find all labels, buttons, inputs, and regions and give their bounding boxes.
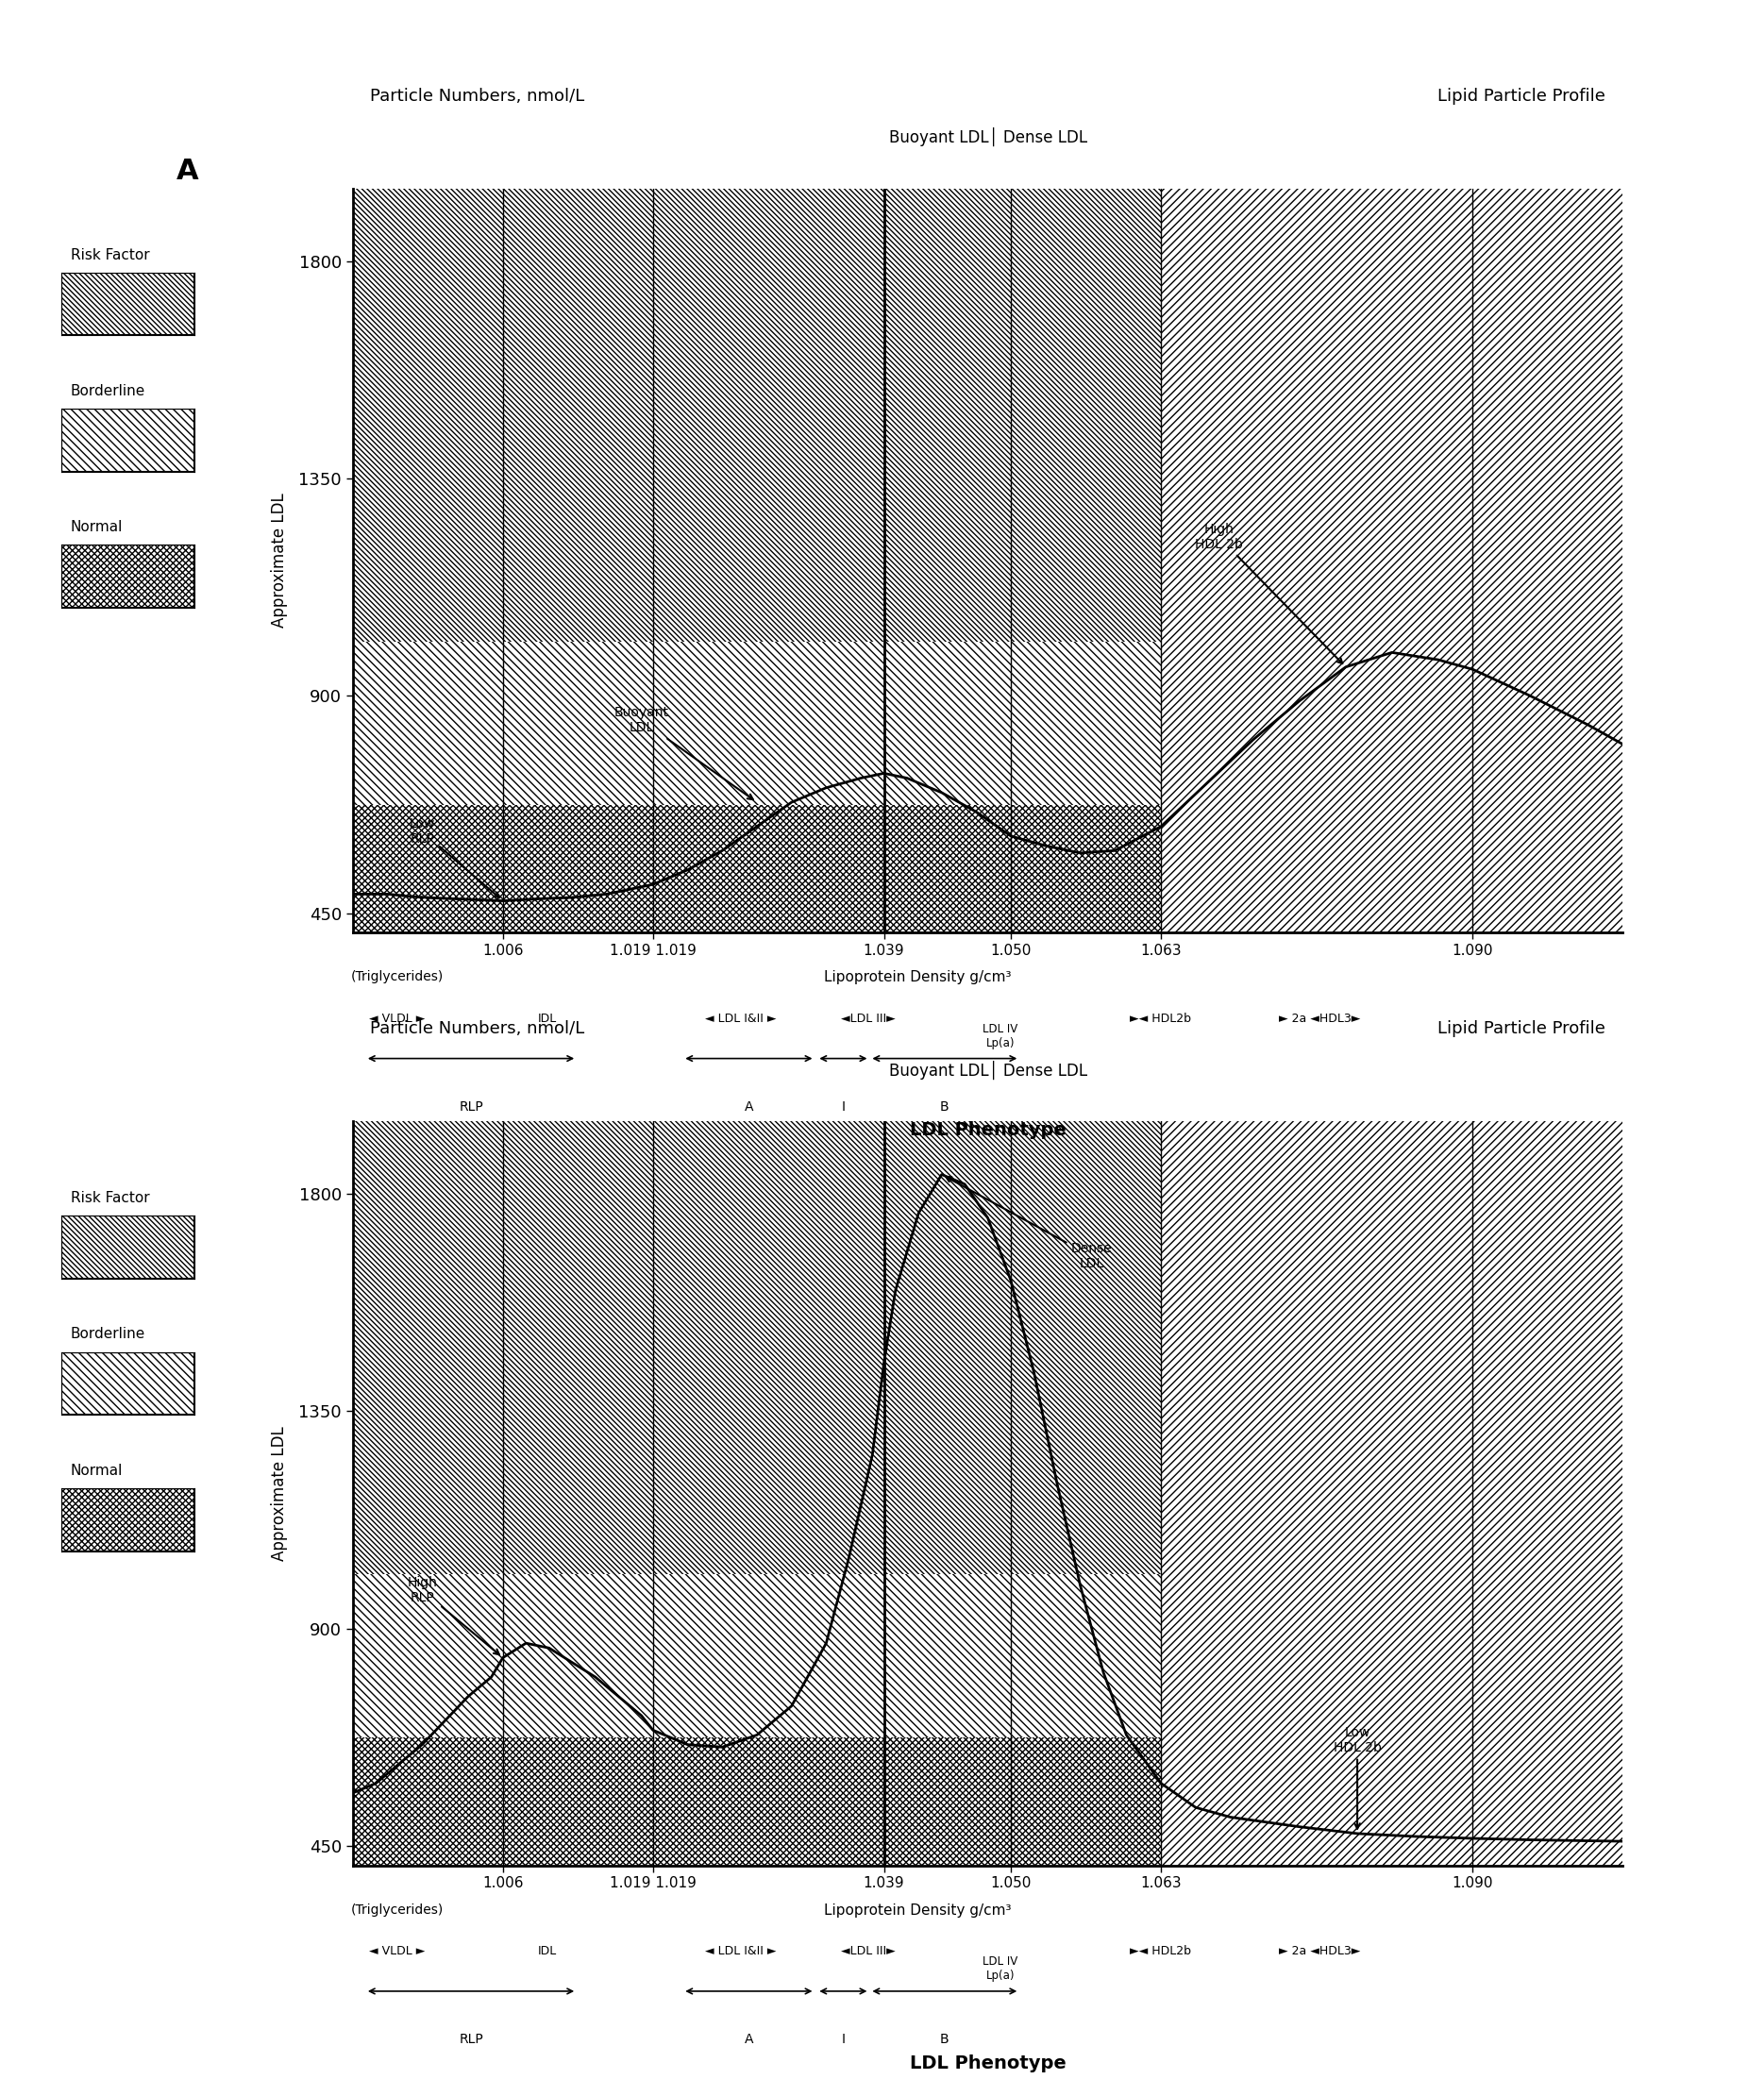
Text: Particle Numbers, nmol/L: Particle Numbers, nmol/L: [370, 88, 586, 105]
Text: Particle Numbers, nmol/L: Particle Numbers, nmol/L: [370, 1021, 586, 1038]
Text: IDL: IDL: [538, 1945, 556, 1958]
Text: ►◄ HDL2b: ►◄ HDL2b: [1131, 1945, 1191, 1958]
Text: Lipoprotein Density g/cm³: Lipoprotein Density g/cm³: [824, 970, 1011, 985]
Text: LDL IV
Lp(a): LDL IV Lp(a): [983, 1023, 1018, 1050]
Text: Buoyant LDL│ Dense LDL: Buoyant LDL│ Dense LDL: [889, 1061, 1087, 1079]
Bar: [1161, 189, 1623, 933]
Text: RLP: RLP: [459, 1100, 483, 1113]
Text: Borderline: Borderline: [71, 1327, 145, 1341]
Text: Dense
LDL: Dense LDL: [946, 1176, 1113, 1270]
Text: Normal: Normal: [71, 520, 123, 534]
Text: LDL Phenotype: LDL Phenotype: [910, 1121, 1065, 1140]
Text: Lipoprotein Density g/cm³: Lipoprotein Density g/cm³: [824, 1903, 1011, 1918]
Text: Buoyant
LDL: Buoyant LDL: [614, 706, 753, 799]
Text: Risk Factor: Risk Factor: [71, 247, 150, 262]
Text: A: A: [744, 2033, 753, 2046]
Text: RLP: RLP: [459, 2033, 483, 2046]
Y-axis label: Approximate LDL: Approximate LDL: [272, 493, 288, 629]
Text: LDL Phenotype: LDL Phenotype: [910, 2054, 1065, 2073]
Text: ◄ LDL I&II ►: ◄ LDL I&II ►: [706, 1012, 776, 1025]
Text: ► 2a ◄HDL3►: ► 2a ◄HDL3►: [1279, 1945, 1360, 1958]
Bar: [353, 805, 1161, 933]
Y-axis label: Approximate LDL: Approximate LDL: [272, 1425, 288, 1562]
Text: High
RLP: High RLP: [407, 1576, 499, 1654]
Text: I: I: [841, 2033, 845, 2046]
Bar: [353, 641, 1161, 805]
Text: A: A: [176, 157, 199, 184]
Text: Borderline: Borderline: [71, 384, 145, 398]
Text: ◄LDL III►: ◄LDL III►: [841, 1945, 894, 1958]
Bar: [1161, 1121, 1623, 1865]
Text: Buoyant LDL│ Dense LDL: Buoyant LDL│ Dense LDL: [889, 128, 1087, 147]
Text: ►◄ HDL2b: ►◄ HDL2b: [1131, 1012, 1191, 1025]
Text: Risk Factor: Risk Factor: [71, 1191, 150, 1205]
Bar: [353, 189, 1161, 641]
Bar: [353, 1738, 1161, 1865]
Text: Low
HDL 2b: Low HDL 2b: [1334, 1725, 1381, 1828]
Text: ◄ VLDL ►: ◄ VLDL ►: [369, 1945, 425, 1958]
Bar: [353, 1121, 1161, 1574]
Text: Low
RLP: Low RLP: [409, 817, 499, 897]
Bar: [353, 1574, 1161, 1738]
Text: (Triglycerides): (Triglycerides): [351, 1903, 443, 1916]
Text: I: I: [841, 1100, 845, 1113]
Text: Lipid Particle Profile: Lipid Particle Profile: [1438, 88, 1605, 105]
Text: ► 2a ◄HDL3►: ► 2a ◄HDL3►: [1279, 1012, 1360, 1025]
Text: Normal: Normal: [71, 1463, 123, 1478]
Text: B: B: [940, 1100, 949, 1113]
Text: Lipid Particle Profile: Lipid Particle Profile: [1438, 1021, 1605, 1038]
Text: ◄ LDL I&II ►: ◄ LDL I&II ►: [706, 1945, 776, 1958]
Text: LDL IV
Lp(a): LDL IV Lp(a): [983, 1956, 1018, 1983]
Text: IDL: IDL: [538, 1012, 556, 1025]
Text: ◄ VLDL ►: ◄ VLDL ►: [369, 1012, 425, 1025]
Text: High
HDL 2b: High HDL 2b: [1194, 522, 1342, 664]
Text: (Triglycerides): (Triglycerides): [351, 970, 443, 983]
Text: B: B: [940, 2033, 949, 2046]
Text: A: A: [744, 1100, 753, 1113]
Text: ◄LDL III►: ◄LDL III►: [841, 1012, 894, 1025]
